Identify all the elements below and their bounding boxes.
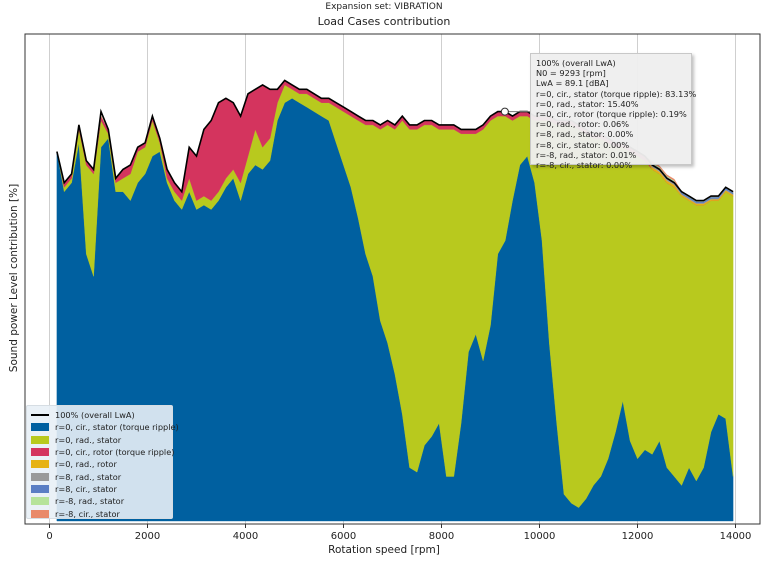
tooltip-line: 100% (overall LwA) <box>536 58 616 68</box>
legend-swatch <box>31 484 49 493</box>
legend-item[interactable]: r=0, cir., rotor (torque ripple) <box>31 446 174 458</box>
legend-swatch <box>31 509 49 518</box>
x-tick-label: 10000 <box>524 531 556 542</box>
legend-label: r=0, rad., stator <box>55 434 122 445</box>
legend-item-total[interactable]: 100% (overall LwA) <box>31 409 168 421</box>
legend-label: r=-8, cir., stator <box>55 508 120 519</box>
legend-label: r=0, cir., rotor (torque ripple) <box>55 447 175 458</box>
tooltip-line: r=8, cir., stator: 0.00% <box>536 139 630 150</box>
x-tick-label: 12000 <box>622 531 654 542</box>
hover-marker[interactable] <box>500 107 509 116</box>
legend-item[interactable]: r=-8, rad., stator <box>31 495 168 507</box>
x-tick-label: 0 <box>46 531 52 542</box>
y-axis-label: Sound power Level contribution [%] <box>8 183 20 373</box>
chart-title: Load Cases contribution <box>317 15 451 28</box>
legend: 100% (overall LwA) r=0, cir., stator (to… <box>26 405 179 519</box>
legend-item[interactable]: r=0, rad., stator <box>31 434 168 446</box>
tooltip-line: r=0, cir., rotor (torque ripple): 0.19% <box>536 108 687 119</box>
hover-tooltip: 100% (overall LwA) N0 = 9293 [rpm] LwA =… <box>530 53 697 170</box>
x-tick-label: 8000 <box>429 531 454 542</box>
tooltip-line: r=8, rad., stator: 0.00% <box>536 129 634 140</box>
legend-label: r=0, rad., rotor <box>55 459 117 470</box>
legend-item[interactable]: r=-8, cir., stator <box>31 507 168 519</box>
tooltip-line: N0 = 9293 [rpm] <box>536 68 606 79</box>
legend-label: r=0, cir., stator (torque ripple) <box>55 422 179 433</box>
legend-item[interactable]: r=0, cir., stator (torque ripple) <box>31 421 179 433</box>
x-axis-label: Rotation speed [rpm] <box>328 544 440 556</box>
legend-item[interactable]: r=8, cir., stator <box>31 483 168 495</box>
legend-item[interactable]: r=0, rad., rotor <box>31 458 168 470</box>
x-tick-label: 2000 <box>135 531 160 542</box>
tooltip-line: r=0, rad., rotor: 0.06% <box>536 119 630 130</box>
legend-label: 100% (overall LwA) <box>55 410 135 421</box>
tooltip-line: r=0, cir., stator (torque ripple): 83.13… <box>536 88 697 99</box>
legend-label: r=-8, rad., stator <box>55 496 125 507</box>
legend-swatch <box>31 497 49 506</box>
x-tick-label: 14000 <box>720 531 752 542</box>
tooltip-line: LwA = 89.1 [dBA] <box>536 78 609 89</box>
expansion-set-label: Expansion set: VIBRATION <box>325 2 443 12</box>
x-tick-label: 6000 <box>331 531 356 542</box>
legend-swatch <box>31 472 49 481</box>
legend-swatch <box>31 435 49 444</box>
legend-swatch <box>31 448 49 457</box>
legend-label: r=8, cir., stator <box>55 483 117 494</box>
plot-frame <box>24 33 761 525</box>
tooltip-line: r=-8, rad., stator: 0.01% <box>536 149 637 160</box>
legend-item[interactable]: r=8, rad., stator <box>31 470 168 482</box>
tooltip-line: r=0, rad., stator: 15.40% <box>536 98 639 109</box>
x-tick-label: 4000 <box>233 531 258 542</box>
tooltip-line: r=-8, cir., stator: 0.00% <box>536 159 633 170</box>
legend-swatch <box>31 460 49 469</box>
legend-label: r=8, rad., stator <box>55 471 122 482</box>
legend-line-swatch <box>31 414 49 417</box>
legend-swatch <box>31 423 49 432</box>
